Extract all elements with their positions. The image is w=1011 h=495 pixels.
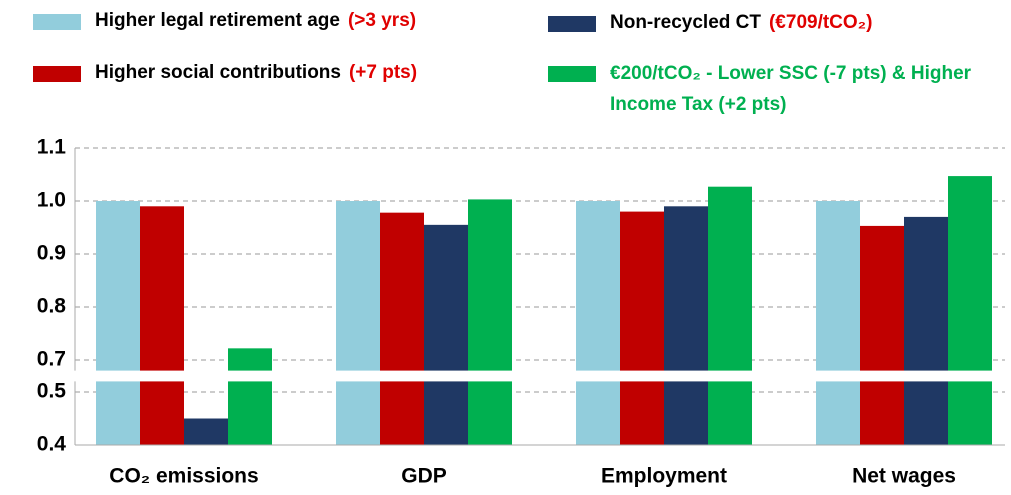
bar xyxy=(96,201,140,445)
legend-label: Higher legal retirement age xyxy=(95,10,340,31)
y-tick-label: 0.8 xyxy=(37,295,67,318)
bar xyxy=(424,224,468,445)
bar xyxy=(184,418,228,445)
legend-note: (>3 yrs) xyxy=(347,10,417,31)
bar xyxy=(904,216,948,445)
legend-swatch xyxy=(548,16,596,32)
x-tick-label: Net wages xyxy=(852,465,956,488)
bar xyxy=(140,206,184,445)
y-tick-label: 0.4 xyxy=(37,433,67,456)
legend-item: Non-recycled CT (€709/tCO₂) xyxy=(548,12,872,34)
legend-swatch xyxy=(548,66,596,82)
legend-label: Non-recycled CT xyxy=(610,12,761,33)
x-tick-label: CO₂ emissions xyxy=(109,465,258,488)
legend-label: Higher social contributions xyxy=(95,62,341,83)
bar xyxy=(708,186,752,445)
y-tick-label: 1.0 xyxy=(37,189,66,212)
bar xyxy=(336,201,380,445)
bar xyxy=(664,206,708,445)
legend-item: Higher legal retirement age (>3 yrs) xyxy=(33,10,416,32)
x-tick-label: GDP xyxy=(401,465,447,488)
legend-item: €200/tCO₂ - Lower SSC (-7 pts) & Higher … xyxy=(548,62,1010,120)
x-tick-label: Employment xyxy=(601,465,727,488)
axis-break xyxy=(0,370,1011,382)
bar xyxy=(860,225,904,445)
bar xyxy=(948,176,992,445)
legend-note: (€709/tCO₂) xyxy=(768,12,873,33)
y-tick-label: 0.9 xyxy=(37,242,66,265)
legend-item: Higher social contributions (+7 pts) xyxy=(33,62,417,84)
bar xyxy=(816,201,860,445)
legend-swatch xyxy=(33,66,81,82)
bar xyxy=(620,211,664,445)
y-tick-label: 0.5 xyxy=(37,380,67,403)
legend-label: €200/tCO₂ - Lower SSC (-7 pts) & Higher … xyxy=(610,63,972,115)
bar xyxy=(380,212,424,445)
y-tick-label: 1.1 xyxy=(37,136,67,159)
y-tick-label: 0.7 xyxy=(37,348,66,371)
bar xyxy=(468,199,512,445)
legend-swatch xyxy=(33,14,81,30)
legend-note: (+7 pts) xyxy=(348,62,418,83)
bar xyxy=(576,201,620,445)
bar xyxy=(228,348,272,445)
